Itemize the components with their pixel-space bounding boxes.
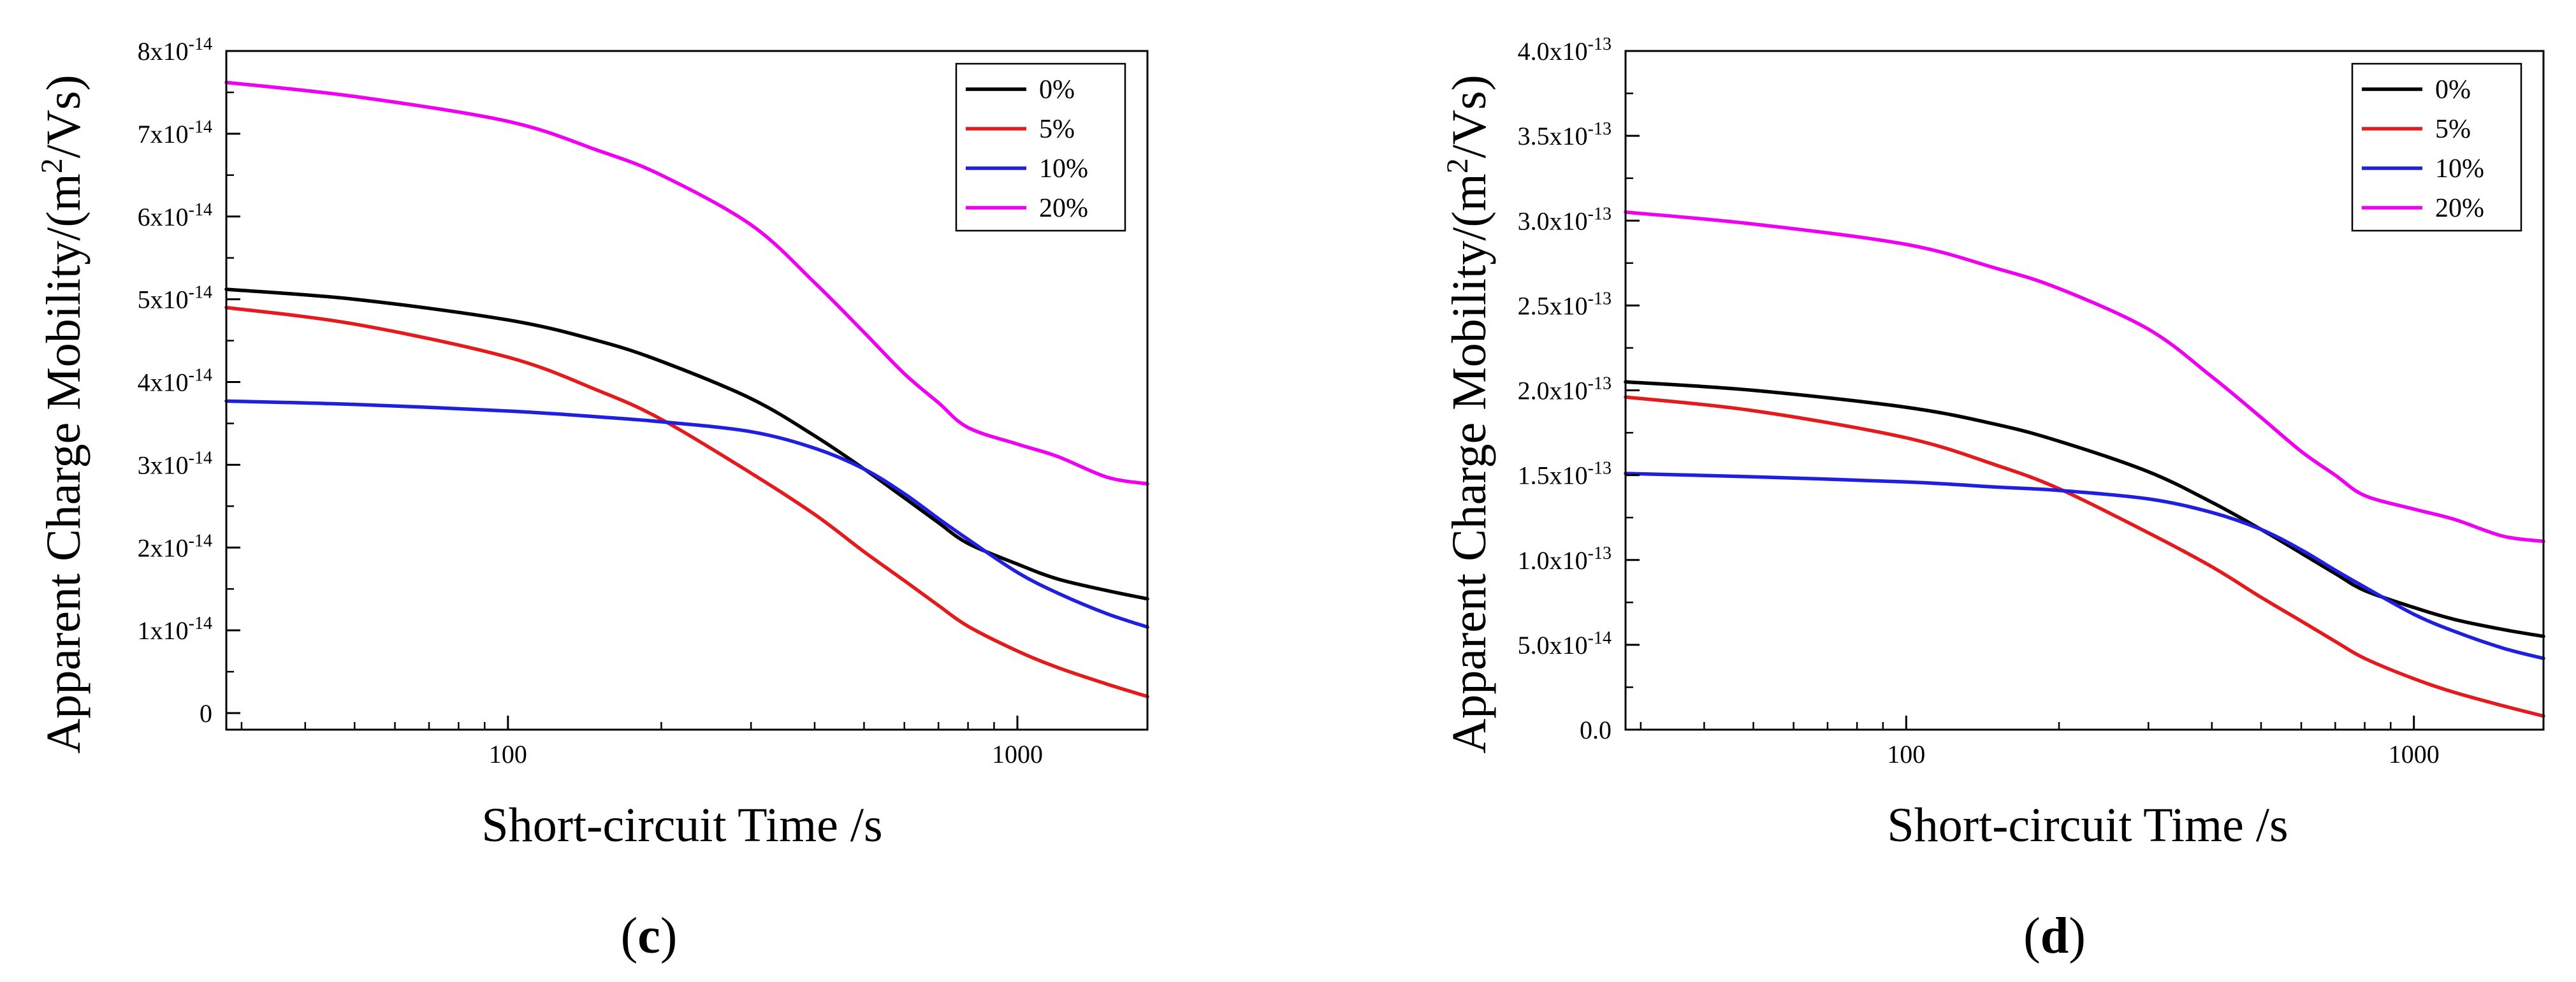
y-tick-label: 1.5x10-13 bbox=[1518, 459, 1612, 490]
x-axis-title: Short-circuit Time /s bbox=[481, 798, 882, 852]
y-axis-title: Apparent Charge Mobility/(m2/Vs) bbox=[35, 75, 91, 753]
series-line-1 bbox=[1624, 395, 2545, 718]
x-tick-label: 1000 bbox=[2389, 740, 2440, 769]
series-line-0 bbox=[224, 287, 1149, 601]
x-axis-title: Short-circuit Time /s bbox=[1887, 798, 2288, 852]
y-tick-label: 7x10-14 bbox=[138, 117, 212, 148]
series-line-2 bbox=[1624, 472, 2545, 660]
y-tick-label: 2.0x10-13 bbox=[1518, 374, 1612, 405]
y-tick-label: 1.0x10-13 bbox=[1518, 544, 1612, 575]
legend-label: 10% bbox=[1039, 154, 1088, 184]
legend-box bbox=[955, 62, 1126, 232]
legend-label: 5% bbox=[2435, 115, 2471, 144]
y-tick-label: 5.0x10-14 bbox=[1518, 628, 1612, 660]
y-tick-label: 5x10-14 bbox=[138, 283, 212, 314]
y-tick-label: 2x10-14 bbox=[138, 531, 212, 562]
legend-label: 20% bbox=[1039, 194, 1088, 223]
series-line-1 bbox=[224, 305, 1149, 698]
legend-label: 0% bbox=[2435, 75, 2471, 105]
panel-caption: (c) bbox=[621, 908, 678, 964]
y-tick-label: 0 bbox=[200, 699, 212, 728]
y-tick-label: 4x10-14 bbox=[138, 366, 212, 397]
plot-frame bbox=[225, 50, 1149, 731]
chart-panel-c: Apparent Charge Mobility/(m2/Vs) Short-c… bbox=[35, 34, 1149, 964]
legend-label: 20% bbox=[2435, 194, 2484, 223]
y-tick-label: 3.0x10-13 bbox=[1518, 204, 1612, 235]
y-tick-label: 2.5x10-13 bbox=[1518, 289, 1612, 320]
y-tick-label: 3x10-14 bbox=[138, 448, 212, 479]
series-line-0 bbox=[1624, 380, 2545, 639]
y-tick-label: 8x10-14 bbox=[138, 34, 212, 66]
y-tick-label: 6x10-14 bbox=[138, 200, 212, 231]
y-tick-label: 3.5x10-13 bbox=[1518, 119, 1612, 150]
series-line-3 bbox=[224, 80, 1149, 486]
legend-label: 0% bbox=[1039, 75, 1075, 105]
x-tick-label: 100 bbox=[489, 740, 527, 769]
series-line-3 bbox=[1624, 210, 2545, 544]
panel-caption: (d) bbox=[2023, 908, 2086, 964]
legend-box bbox=[2351, 62, 2522, 232]
x-tick-label: 100 bbox=[1887, 740, 1925, 769]
y-tick-label: 1x10-14 bbox=[138, 614, 212, 645]
legend-label: 5% bbox=[1039, 115, 1075, 144]
y-axis-title: Apparent Charge Mobility/(m2/Vs) bbox=[1441, 75, 1496, 753]
y-tick-label: 0.0 bbox=[1580, 716, 1612, 744]
x-tick-label: 1000 bbox=[992, 740, 1043, 769]
chart-panel-d: Apparent Charge Mobility/(m2/Vs) Short-c… bbox=[1441, 34, 2545, 964]
y-tick-label: 4.0x10-13 bbox=[1518, 34, 1612, 66]
legend-label: 10% bbox=[2435, 154, 2484, 184]
series-line-2 bbox=[224, 399, 1149, 629]
